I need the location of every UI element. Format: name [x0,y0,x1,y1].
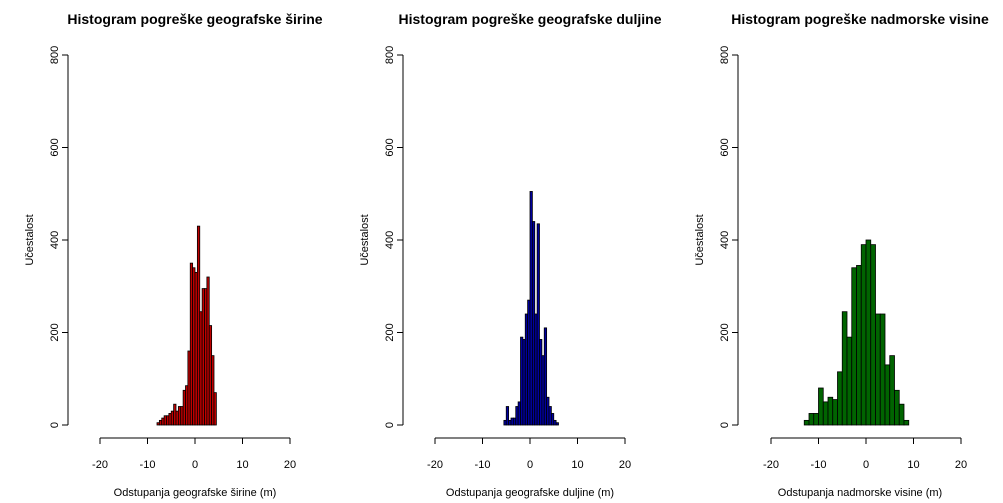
chart-title: Histogram pogreške nadmorske visine [731,11,989,27]
x-tick-label: 20 [284,459,296,471]
histogram-bar [213,392,217,426]
histogram-bar [837,371,843,426]
histogram-bar [832,399,838,426]
x-tick-label: 0 [192,459,198,471]
altitude-histogram-panel: Histogram pogreške nadmorske visine Odst… [694,11,989,499]
x-tick-label: 20 [955,459,967,471]
y-tick-label: 400 [719,231,731,249]
histogram-bar [550,413,555,426]
histogram-bar [875,313,881,426]
histogram-bar [846,336,853,426]
histogram-bar [879,313,886,426]
histogram-bar [889,355,895,426]
y-axis-label: Učestalost [24,214,36,265]
y-axis-label: Učestalost [694,214,706,265]
histogram-bar [803,419,810,426]
histogram-bar [856,265,862,426]
x-tick-label: 0 [527,459,533,471]
x-tick-label: 0 [863,459,869,471]
x-tick-label: 10 [907,459,919,471]
y-tick-label: 0 [384,422,396,428]
y-tick-label: 0 [719,422,731,428]
y-axis-label: Učestalost [359,214,371,265]
x-tick-label: -20 [427,459,443,471]
histogram-bar [851,267,857,426]
histogram-bar [827,396,834,426]
y-tick-label: 200 [719,323,731,341]
histogram-bar [870,244,876,426]
x-tick-label: -10 [475,459,491,471]
x-axis-label: Odstupanja nadmorske visine (m) [778,487,942,499]
y-tick-label: 600 [384,138,396,156]
histogram-bar [894,389,900,426]
histogram-bar [505,406,510,426]
y-tick-label: 800 [384,46,396,64]
chart-title: Histogram pogreške geografske duljine [399,11,662,27]
histogram-bar [813,413,819,426]
histogram-bar [860,244,867,426]
histogram-bar [903,419,910,426]
x-tick-label: 10 [236,459,248,471]
histogram-bar [543,327,548,426]
y-tick-label: 200 [384,323,396,341]
x-tick-label: -10 [140,459,156,471]
y-tick-label: 600 [49,138,61,156]
x-tick-label: 10 [571,459,583,471]
x-axis-label: Odstupanja geografske duljine (m) [446,487,614,499]
latitude-histogram-panel: Histogram pogreške geografske širine Ods… [24,11,323,499]
x-axis-label: Odstupanja geografske širine (m) [114,487,277,499]
y-tick-label: 800 [719,46,731,64]
histogram-bar [808,413,815,426]
y-tick-label: 200 [49,323,61,341]
histogram-bar [211,355,215,426]
x-tick-label: -10 [811,459,827,471]
histogram-bar [884,364,891,426]
histogram-bar [898,403,905,426]
chart-title: Histogram pogreške geografske širine [67,11,322,27]
histogram-bar [841,311,848,426]
y-tick-label: 800 [49,46,61,64]
histogram-bar [822,401,829,426]
y-tick-label: 600 [719,138,731,156]
histogram-bar [555,422,559,426]
histogram-bar [865,239,872,426]
histogram-bar [818,387,824,426]
x-tick-label: 20 [619,459,631,471]
y-tick-label: 400 [49,231,61,249]
x-tick-label: -20 [763,459,779,471]
longitude-histogram-panel: Histogram pogreške geografske duljine Od… [359,11,662,499]
y-tick-label: 0 [49,422,61,428]
y-tick-label: 400 [384,231,396,249]
histogram-bar [536,223,540,426]
x-tick-label: -20 [92,459,108,471]
